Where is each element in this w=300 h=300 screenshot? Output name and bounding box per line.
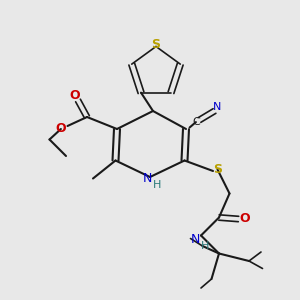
Text: S: S bbox=[152, 38, 160, 52]
Text: O: O bbox=[240, 212, 250, 226]
Text: S: S bbox=[213, 163, 222, 176]
Text: N: N bbox=[213, 101, 222, 112]
Text: O: O bbox=[70, 88, 80, 102]
Text: N: N bbox=[142, 172, 152, 185]
Text: H: H bbox=[201, 241, 210, 251]
Text: O: O bbox=[56, 122, 66, 136]
Text: H: H bbox=[153, 180, 162, 190]
Text: N: N bbox=[191, 232, 200, 246]
Text: C: C bbox=[192, 117, 200, 127]
